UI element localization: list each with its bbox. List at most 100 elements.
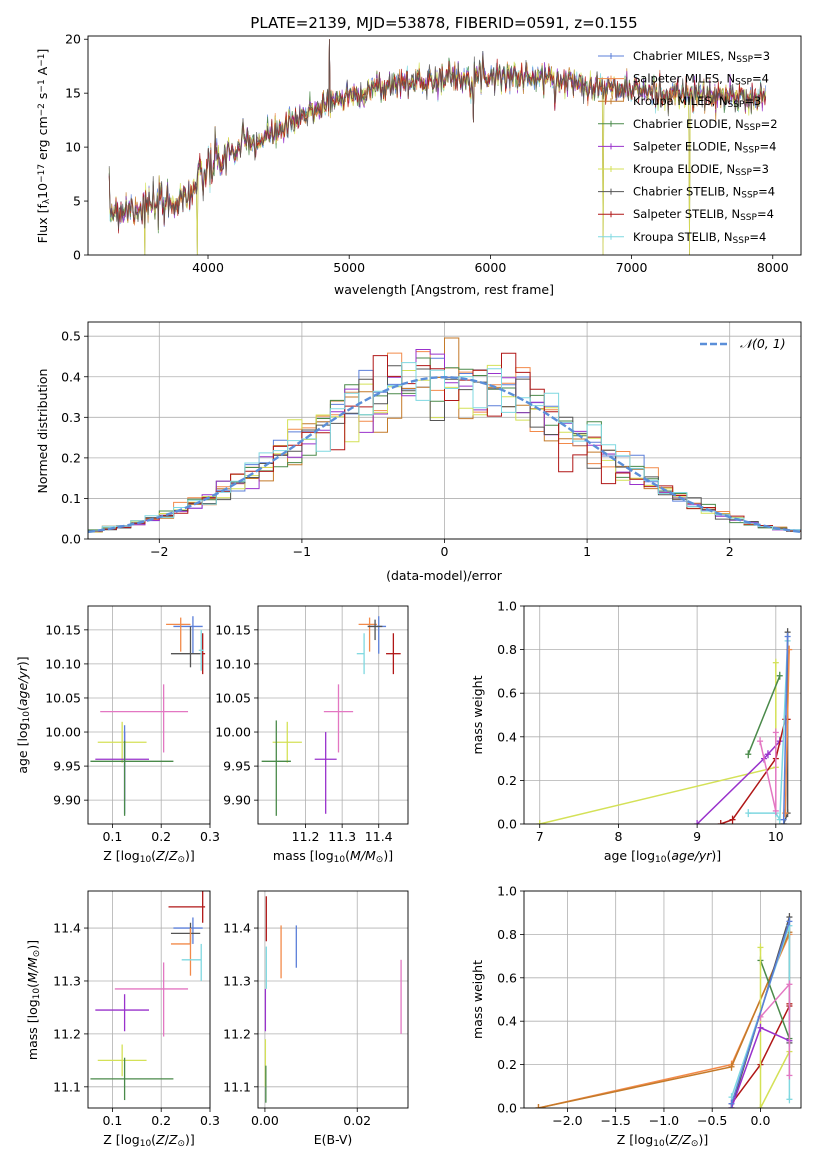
plot-area	[524, 891, 801, 1108]
histogram-step	[88, 362, 801, 532]
label-part: λ	[42, 198, 52, 204]
label-part: Flux [f	[35, 204, 50, 244]
y-tick-label: 0.0	[497, 817, 517, 832]
age-vs-metallicity-panel: 0.1 0.2 0.3 9.90 9.95 10.00 10.05 10.10 10.15 Z […	[15, 605, 220, 865]
label-part: (	[345, 848, 350, 863]
y-tick-label: 0.2	[497, 1057, 517, 1072]
label-part: 10	[35, 183, 50, 199]
x-tick-label: 11.2	[292, 829, 320, 844]
y-tick-label: 9.95	[223, 759, 251, 774]
label-part: mass [log	[273, 848, 334, 863]
plot-layer	[90, 616, 206, 816]
plot-layer	[88, 337, 801, 534]
y-tick-label: 10.10	[215, 656, 251, 671]
label-part: Chabrier ELODIE, N	[633, 117, 744, 131]
label-part: 10	[140, 855, 152, 865]
weight-line	[782, 636, 789, 820]
label-part: (	[151, 1132, 156, 1147]
label-part: )]	[185, 848, 195, 863]
label-part: Chabrier MILES, N	[633, 49, 736, 63]
y-tick-label: 10.15	[45, 622, 81, 637]
x-tick-label: 7	[536, 829, 544, 844]
y-axis-label: mass weight	[470, 675, 485, 754]
errorbar-point	[173, 917, 203, 944]
mass-vs-metallicity-panel: 0.1 0.2 0.311.111.211.311.4Z [log10(Z/Z⊙)]…	[25, 890, 220, 1149]
y-tick-label: 10	[65, 140, 81, 155]
residuals-panel: −2 −1 0 1 2 0.0 0.1 0.2 0.3 0.4 0.5 𝒩(0, 1) (data-mo…	[35, 321, 802, 583]
label-part: SSP	[728, 100, 745, 110]
y-tick-label: 15	[65, 86, 81, 101]
x-tick-label: 0.1	[102, 1113, 122, 1128]
y-tick-label: 0.6	[497, 686, 517, 701]
label-part: ⊙	[177, 1139, 185, 1149]
errorbar-point	[358, 617, 377, 652]
x-tick-label: −1	[293, 544, 311, 559]
label-part: 10	[653, 1139, 665, 1149]
x-tick-label: 8	[614, 829, 622, 844]
label-part: =3	[753, 49, 770, 63]
x-tick-label: 0.0	[751, 1113, 771, 1128]
plot-area	[88, 891, 210, 1108]
plot-area	[258, 606, 408, 824]
weight-line	[730, 921, 791, 1104]
y-tick-label: 10.00	[215, 725, 251, 740]
plot-layer	[535, 913, 793, 1108]
legend-entry: Chabrier ELODIE, NSSP=2	[633, 117, 778, 133]
label-part: Salpeter STELIB, N	[633, 207, 740, 221]
label-part: Z [log	[103, 1132, 139, 1147]
label-part: SSP	[740, 213, 757, 223]
x-tick-label: 5000	[333, 260, 365, 275]
x-tick-label: −1.0	[649, 1113, 679, 1128]
y-tick-label: 0.8	[497, 927, 517, 942]
x-tick-label: 0.00	[251, 1113, 279, 1128]
label-part: age/yr	[15, 665, 30, 706]
label-part: ⊙	[691, 1139, 699, 1149]
weight-line	[784, 649, 790, 814]
errorbar-point	[173, 616, 203, 654]
spectrum-line	[108, 39, 767, 255]
y-tick-label: 11.1	[223, 1079, 251, 1094]
label-part: age/yr	[671, 848, 712, 863]
label-part: Kroupa ELODIE, N	[633, 162, 735, 176]
y-axis-label: mass weight	[470, 960, 485, 1039]
x-axis-label: Z [log10(Z/Z⊙)]	[103, 1132, 195, 1149]
errorbar-point	[170, 928, 192, 976]
label-part: SSP	[744, 123, 761, 133]
axes-frame	[87, 605, 211, 825]
y-tick-label: 0.5	[61, 329, 81, 344]
label-part: A	[35, 66, 50, 79]
label-part: =4	[760, 139, 777, 153]
label-part: (	[15, 706, 30, 711]
label-part: erg cm	[35, 116, 50, 164]
label-part: )]	[15, 656, 30, 666]
label-part: SSP	[735, 168, 752, 178]
legend-entry: Chabrier STELIB, NSSP=4	[633, 185, 775, 201]
label-part: 10	[140, 1139, 152, 1149]
errorbar-point	[170, 626, 201, 668]
errorbar-point	[90, 740, 174, 816]
plot-layer	[536, 628, 793, 824]
y-tick-label: 11.2	[53, 1026, 81, 1041]
label-part: ⊙	[32, 950, 42, 958]
x-tick-label: 11.4	[365, 829, 393, 844]
weight-line	[759, 947, 791, 1108]
y-tick-label: 0.0	[497, 1101, 517, 1116]
label-part: ⊙	[177, 855, 185, 865]
y-tick-label: 11.4	[53, 921, 81, 936]
y-tick-label: 11.4	[223, 921, 251, 936]
axes-frame	[523, 890, 802, 1109]
y-tick-label: 9.90	[53, 793, 81, 808]
y-tick-label: 11.3	[53, 973, 81, 988]
y-tick-label: 11.2	[223, 1026, 251, 1041]
errorbar-point	[272, 721, 302, 763]
errorbar-point	[323, 684, 354, 753]
label-part: Chabrier STELIB, N	[633, 185, 741, 199]
label-part: Z	[155, 848, 165, 863]
label-part: =4	[758, 185, 775, 199]
x-tick-label: 8000	[757, 260, 789, 275]
errorbar-point	[386, 633, 401, 675]
plot-area	[524, 606, 801, 824]
